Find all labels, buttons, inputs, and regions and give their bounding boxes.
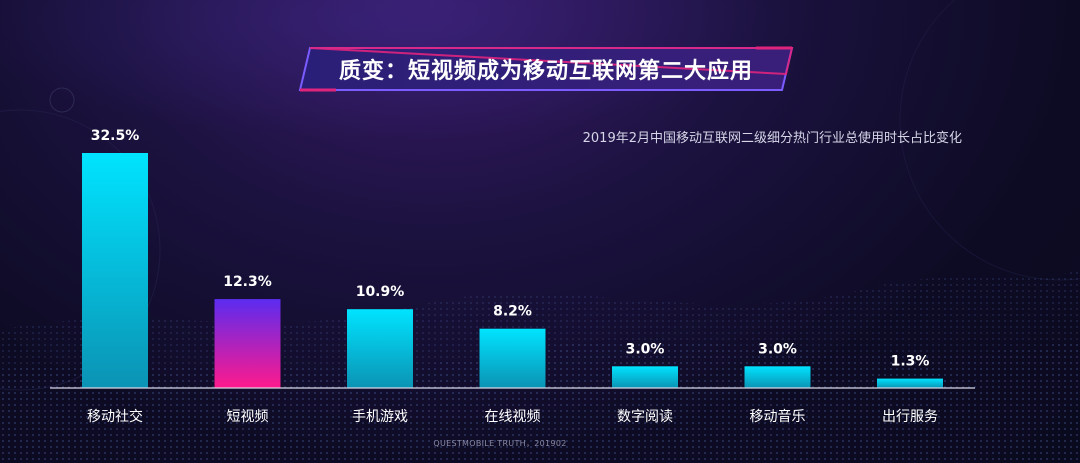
category-label-0: 移动社交: [87, 408, 143, 425]
title-banner: [298, 46, 794, 92]
bar-5: [744, 366, 811, 388]
category-label-5: 移动音乐: [750, 408, 806, 425]
chart-subtitle: 2019年2月中国移动互联网二级细分热门行业总使用时长占比变化: [582, 131, 962, 146]
bar-4: [612, 366, 678, 388]
bar-1: [214, 299, 281, 388]
data-label-6: 1.3%: [891, 354, 930, 370]
data-label-5: 3.0%: [758, 341, 797, 357]
page-title: 质变：短视频成为移动互联网第二大应用: [338, 59, 753, 84]
data-label-0: 32.5%: [91, 128, 140, 144]
bar-2: [347, 309, 413, 388]
bar-6: [877, 378, 943, 388]
source-note: QUESTMOBILE TRUTH，201902: [433, 439, 567, 448]
category-label-4: 数字阅读: [617, 408, 673, 425]
category-label-3: 在线视频: [485, 409, 541, 425]
data-label-2: 10.9%: [356, 284, 405, 300]
category-label-2: 手机游戏: [352, 409, 408, 425]
bar-3: [479, 328, 546, 388]
data-label-3: 8.2%: [493, 304, 532, 320]
bar-0: [82, 153, 148, 388]
category-label-6: 出行服务: [882, 409, 938, 425]
data-label-1: 12.3%: [223, 274, 272, 290]
data-label-4: 3.0%: [626, 341, 665, 357]
category-label-1: 短视频: [227, 409, 269, 425]
